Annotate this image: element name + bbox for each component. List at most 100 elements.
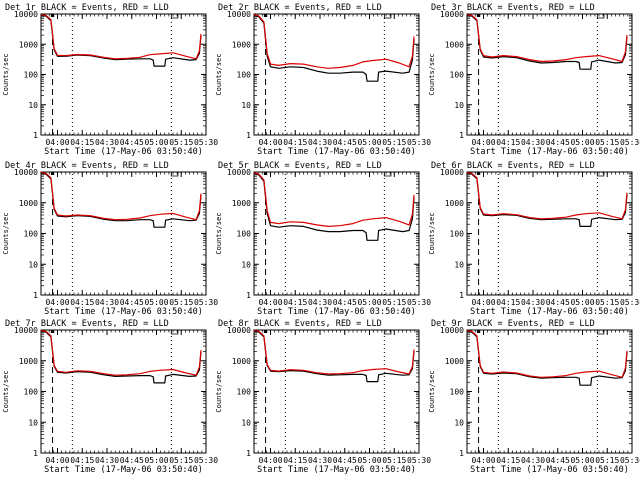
det-2r-xtick-label: 05:30 [407,138,431,147]
det-1r-plot-frame [40,13,207,136]
det-7r-xtick-label: 04:30 [95,456,119,465]
det-6r-interval-flag [596,172,605,177]
det-3r-xtick-label: 04:15 [496,138,520,147]
det-7r-xtick-label: 05:00 [144,456,168,465]
det-7r-interval-flag [170,330,179,335]
det-1r-series-lld-line [40,14,202,60]
det-4r-series-lld-line [40,172,202,221]
det-9r-xtick-label: 05:00 [570,456,594,465]
det-2r-series-lld-line [253,14,415,69]
det-7r-xlabel: Start Time (17-May-06 03:50:40) [44,465,203,475]
det-8r-xtick-label: 04:15 [283,456,307,465]
det-5r-series-events-line [253,172,415,241]
det-3r-ytick-label: 1000 [445,40,464,49]
det-6r-ytick-label: 100 [450,230,465,239]
det-2r-plot-frame [253,13,420,136]
det-6r-title: Det 6r BLACK = Events, RED = LLD [431,161,595,171]
det-1r-xtick-label: 04:30 [95,138,119,147]
det-8r-xtick-label: 05:15 [382,456,406,465]
det-7r-start-flag-block [50,330,55,333]
det-7r-xtick-label: 05:15 [169,456,193,465]
det-8r-xtick-label: 05:00 [357,456,381,465]
det-3r-ylabel: Counts/sec [428,53,436,95]
det-1r-ytick-label: 1000 [19,40,38,49]
det-2r-start-flag-block [263,14,268,17]
det-8r-ytick-label: 100 [237,388,252,397]
det-6r-xtick-label: 04:30 [521,298,545,307]
det-1r-xtick-label: 04:00 [45,138,69,147]
det-5r-xtick-label: 05:30 [407,298,431,307]
det-4r-panel: Det 4r BLACK = Events, RED = LLD 1 10 100 10… [2,161,218,317]
det-6r-xlabel: Start Time (17-May-06 03:50:40) [470,307,629,317]
det-9r-xtick-label: 04:15 [496,456,520,465]
det-8r-xtick-label: 04:00 [258,456,282,465]
det-7r-ylabel: Counts/sec [2,370,10,412]
det-7r-ytick-label: 1000 [19,357,38,366]
det-2r-xlabel: Start Time (17-May-06 03:50:40) [257,147,416,157]
det-5r-ytick-label: 10000 [227,168,251,177]
det-6r-ylabel: Counts/sec [428,212,436,254]
det-5r-title: Det 5r BLACK = Events, RED = LLD [218,161,382,171]
det-6r-ytick-label: 1 [459,291,464,300]
det-9r-title: Det 9r BLACK = Events, RED = LLD [431,319,595,329]
det-6r-ytick-label: 10 [454,260,464,269]
det-5r-series-lld-line [253,172,415,227]
det-3r-panel: Det 3r BLACK = Events, RED = LLD 1 10 100 10… [428,3,640,157]
det-3r-xtick-label: 05:15 [595,138,619,147]
det-8r-start-flag-block [263,330,268,333]
det-4r-xlabel: Start Time (17-May-06 03:50:40) [44,307,203,317]
det-9r-ytick-label: 10000 [440,326,464,335]
det-7r-ytick-label: 10 [28,418,38,427]
det-4r-xtick-label: 04:30 [95,298,119,307]
det-1r-panel: Det 1r BLACK = Events, RED = LLD 1 10 100 10… [2,3,218,157]
det-1r-ytick-label: 10000 [14,10,38,19]
det-9r-start-flag-block [476,330,481,333]
det-5r-xtick-label: 04:30 [308,298,332,307]
det-2r-xtick-label: 04:45 [333,138,357,147]
det-3r-xtick-label: 04:00 [471,138,495,147]
det-9r-interval-flag [596,330,605,335]
det-7r-series-lld-line [40,330,202,376]
det-9r-xtick-label: 04:30 [521,456,545,465]
det-9r-ytick-label: 1000 [445,357,464,366]
det-7r-ytick-label: 1 [33,449,38,458]
det-8r-ytick-label: 10000 [227,326,251,335]
det-8r-xlabel: Start Time (17-May-06 03:50:40) [257,465,416,475]
det-7r-plot-frame [40,329,207,454]
det-2r-title: Det 2r BLACK = Events, RED = LLD [218,3,382,13]
det-8r-ytick-label: 10 [241,418,251,427]
det-5r-ylabel: Counts/sec [215,212,223,254]
det-3r-xtick-label: 04:30 [521,138,545,147]
det-9r-ytick-label: 1 [459,449,464,458]
det-2r-ytick-label: 10000 [227,10,251,19]
det-4r-ytick-label: 1000 [19,199,38,208]
det-7r-xtick-label: 05:30 [194,456,218,465]
det-6r-xtick-label: 04:45 [546,298,570,307]
det-1r-ylabel: Counts/sec [2,53,10,95]
det-5r-xtick-label: 04:15 [283,298,307,307]
det-4r-start-flag-block [50,172,55,175]
det-4r-xtick-label: 04:45 [120,298,144,307]
det-6r-plot-frame [466,171,633,296]
det-5r-xtick-label: 04:00 [258,298,282,307]
det-3r-ytick-label: 10000 [440,10,464,19]
det-8r-panel: Det 8r BLACK = Events, RED = LLD 1 10 100 10… [215,319,431,475]
det-8r-ytick-label: 1 [246,449,251,458]
det-4r-xtick-label: 05:30 [194,298,218,307]
det-5r-xtick-label: 05:15 [382,298,406,307]
det-4r-plot-frame [40,171,207,296]
det-3r-title: Det 3r BLACK = Events, RED = LLD [431,3,595,13]
det-1r-ytick-label: 1 [33,131,38,140]
det-1r-start-flag-block [50,14,55,17]
det-4r-ytick-label: 1 [33,291,38,300]
det-1r-xtick-label: 05:15 [169,138,193,147]
det-5r-plot-frame [253,171,420,296]
det-2r-interval-flag [383,14,392,19]
det-3r-ytick-label: 10 [454,101,464,110]
det-5r-ytick-label: 1000 [232,199,251,208]
det-6r-panel: Det 6r BLACK = Events, RED = LLD 1 10 100 10… [428,161,640,317]
det-9r-xtick-label: 05:30 [620,456,640,465]
det-5r-interval-flag [383,172,392,177]
det-1r-title: Det 1r BLACK = Events, RED = LLD [5,3,169,13]
